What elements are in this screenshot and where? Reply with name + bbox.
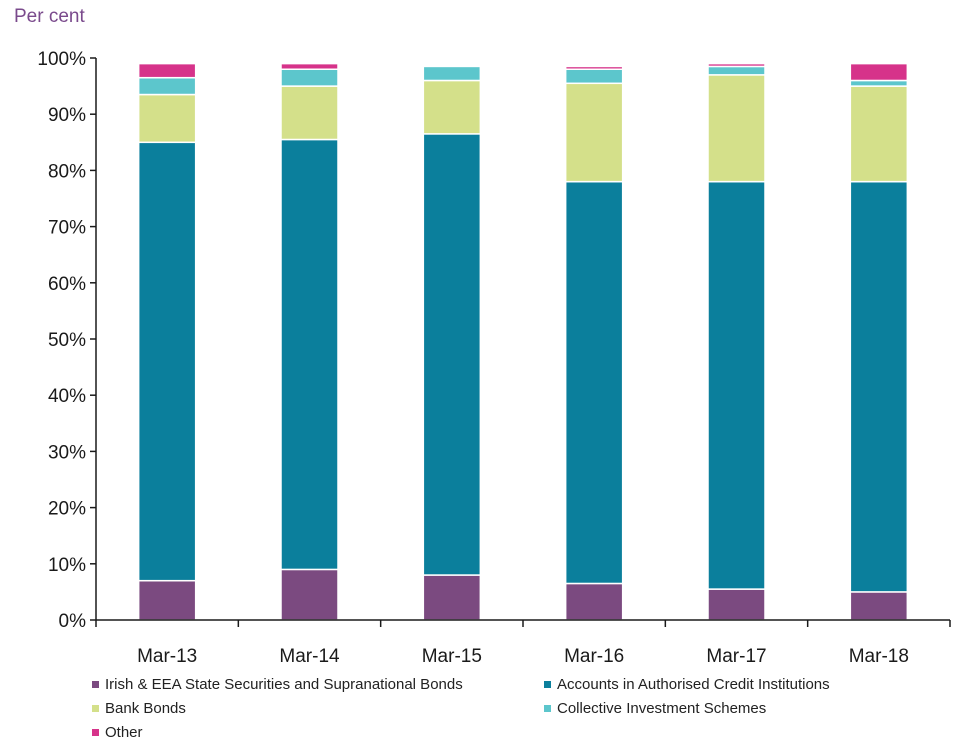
x-tick-label: Mar-16 bbox=[564, 646, 624, 667]
bar-segment-mar-13-s4 bbox=[137, 62, 197, 79]
bar-segment-mar-18-s2 bbox=[849, 85, 909, 183]
bar-segment-mar-18-s4 bbox=[849, 62, 909, 82]
y-tick-label: 20% bbox=[48, 499, 86, 520]
legend-swatch-cis bbox=[544, 705, 551, 712]
bar-segment-mar-16-s1 bbox=[564, 180, 624, 585]
stacked-bar-chart: 0% 10% 20% 30% 40% 50% 60% 70% 80% 90% 100% Mar-13… bbox=[37, 49, 951, 667]
legend-label-accounts: Accounts in Authorised Credit Institutio… bbox=[557, 676, 830, 693]
bar-segment-mar-14-s4 bbox=[280, 62, 339, 70]
bar-segment-mar-16-s4 bbox=[564, 65, 624, 70]
x-tick-label: Mar-13 bbox=[137, 646, 197, 667]
x-tick-label: Mar-14 bbox=[279, 646, 340, 667]
bar-segment-mar-14-s0 bbox=[280, 568, 339, 621]
axes-group bbox=[95, 58, 950, 621]
legend-label-other: Other bbox=[105, 724, 143, 741]
bar-segment-mar-13-s3 bbox=[137, 76, 197, 96]
y-tick-label: 30% bbox=[48, 442, 86, 463]
y-tick-label: 50% bbox=[48, 330, 86, 351]
legend-item-bank-bonds: Bank Bonds bbox=[92, 700, 186, 717]
y-tick-label: 10% bbox=[48, 555, 86, 576]
x-tick-label: Mar-15 bbox=[422, 646, 482, 667]
bar-segment-mar-13-s1 bbox=[137, 141, 197, 582]
x-tick-label: Mar-17 bbox=[706, 646, 766, 667]
legend-swatch-bank-bonds bbox=[92, 705, 99, 712]
bar-segment-mar-18-s1 bbox=[849, 180, 909, 593]
bar-segment-mar-17-s1 bbox=[707, 180, 766, 590]
x-tick-label: Mar-18 bbox=[849, 646, 909, 667]
legend-item-accounts: Accounts in Authorised Credit Institutio… bbox=[544, 676, 830, 693]
bar-segment-mar-17-s3 bbox=[707, 65, 766, 76]
bar-segment-mar-17-s0 bbox=[707, 588, 766, 621]
bar-segment-mar-14-s2 bbox=[280, 85, 339, 141]
bar-segment-mar-18-s3 bbox=[849, 79, 909, 87]
y-tick-label: 0% bbox=[59, 611, 87, 632]
y-tick-label: 80% bbox=[48, 161, 86, 182]
x-tick-labels: Mar-13 Mar-14 Mar-15 Mar-16 Mar-17 Mar-18 bbox=[95, 620, 951, 667]
legend-item-irish-eea: Irish & EEA State Securities and Suprana… bbox=[92, 676, 463, 693]
bar-segment-mar-15-s2 bbox=[422, 79, 482, 135]
bar-segment-mar-16-s2 bbox=[564, 82, 624, 183]
y-tick-label: 100% bbox=[37, 49, 86, 70]
bar-segment-mar-16-s0 bbox=[564, 582, 624, 621]
bar-segment-mar-16-s3 bbox=[564, 68, 624, 85]
y-tick-label: 60% bbox=[48, 274, 86, 295]
legend-label-irish-eea: Irish & EEA State Securities and Suprana… bbox=[105, 676, 463, 693]
bar-segment-mar-14-s1 bbox=[280, 138, 339, 571]
bar-segment-mar-13-s2 bbox=[137, 93, 197, 144]
bar-segment-mar-15-s3 bbox=[422, 65, 482, 82]
y-tick-labels: 0% 10% 20% 30% 40% 50% 60% 70% 80% 90% 100% bbox=[37, 49, 96, 632]
legend-label-bank-bonds: Bank Bonds bbox=[105, 700, 186, 717]
y-tick-label: 40% bbox=[48, 386, 86, 407]
bars-group bbox=[137, 62, 909, 621]
bar-segment-mar-17-s2 bbox=[707, 74, 766, 183]
bar-segment-mar-14-s3 bbox=[280, 68, 339, 87]
bar-segment-mar-18-s0 bbox=[849, 591, 909, 621]
legend-label-cis: Collective Investment Schemes bbox=[557, 700, 767, 717]
bar-segment-mar-15-s0 bbox=[422, 574, 482, 621]
y-unit-label: Per cent bbox=[14, 6, 85, 27]
bar-segment-mar-17-s4 bbox=[707, 62, 766, 68]
y-tick-label: 90% bbox=[48, 105, 86, 126]
legend-swatch-other bbox=[92, 729, 99, 736]
legend-swatch-accounts bbox=[544, 681, 551, 688]
bar-segment-mar-13-s0 bbox=[137, 579, 197, 621]
bar-segment-mar-15-s1 bbox=[422, 133, 482, 576]
y-tick-label: 70% bbox=[48, 218, 86, 239]
legend-item-cis: Collective Investment Schemes bbox=[544, 700, 766, 717]
legend-item-other: Other bbox=[92, 724, 143, 741]
legend-swatch-irish-eea bbox=[92, 681, 99, 688]
